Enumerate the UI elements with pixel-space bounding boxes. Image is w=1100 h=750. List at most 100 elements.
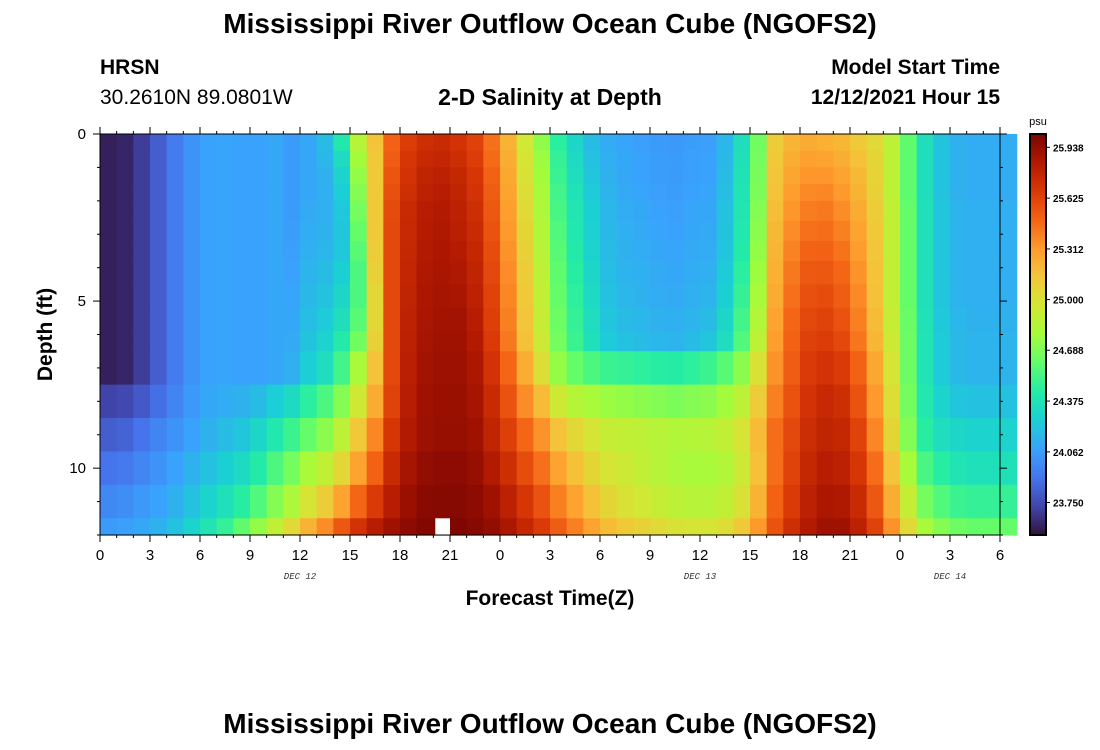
- heatmap-cell: [716, 150, 734, 169]
- heatmap-cell: [550, 518, 568, 536]
- heatmap-cell: [716, 418, 734, 453]
- heatmap-cell: [883, 184, 901, 202]
- heatmap-cell: [666, 167, 684, 185]
- heatmap-cell: [516, 451, 534, 486]
- heatmap-cell: [883, 518, 901, 536]
- heatmap-cell: [116, 220, 134, 242]
- heatmap-cell: [166, 260, 184, 285]
- heatmap-cell: [816, 451, 834, 486]
- colorbar-tick-label: 23.750: [1053, 499, 1084, 510]
- heatmap-cell: [650, 331, 668, 352]
- heatmap-cell: [850, 260, 868, 285]
- heatmap-cell: [233, 200, 251, 222]
- heatmap-cell: [816, 220, 834, 242]
- heatmap-cell: [433, 150, 451, 169]
- heatmap-cell: [883, 260, 901, 285]
- heatmap-cell: [866, 384, 884, 419]
- date-label: DEC 13: [684, 572, 717, 582]
- heatmap-cell: [550, 240, 568, 262]
- heatmap-cell: [150, 260, 168, 285]
- heatmap-cell: [666, 220, 684, 242]
- heatmap-cell: [616, 284, 634, 309]
- heatmap-cell: [516, 260, 534, 285]
- heatmap-cell: [166, 331, 184, 352]
- heatmap-cell: [716, 384, 734, 419]
- heatmap-cell: [416, 184, 434, 202]
- heatmap-cell: [466, 184, 484, 202]
- heatmap-cell: [750, 484, 768, 519]
- heatmap-cell: [966, 384, 984, 419]
- heatmap-cell: [1000, 134, 1018, 152]
- heatmap-cell: [450, 351, 468, 386]
- heatmap-cell: [100, 418, 118, 453]
- heatmap-cell: [383, 518, 401, 536]
- heatmap-cell: [483, 484, 501, 519]
- heatmap-cell: [166, 384, 184, 419]
- heatmap-cell: [300, 518, 318, 536]
- heatmap-cell: [366, 260, 384, 285]
- heatmap-cell: [966, 307, 984, 332]
- heatmap-cell: [166, 150, 184, 169]
- heatmap-cell: [266, 184, 284, 202]
- heatmap-cell: [516, 307, 534, 332]
- heatmap-cell: [383, 284, 401, 309]
- heatmap-cell: [600, 518, 618, 536]
- heatmap-cell: [183, 220, 201, 242]
- heatmap-cell: [616, 331, 634, 352]
- heatmap-cell: [100, 284, 118, 309]
- heatmap-cell: [966, 351, 984, 386]
- heatmap-cell: [583, 351, 601, 386]
- heatmap-cell: [616, 307, 634, 332]
- heatmap-cell: [950, 150, 968, 169]
- heatmap-cell: [266, 484, 284, 519]
- heatmap-cell: [333, 260, 351, 285]
- heatmap-cell: [666, 451, 684, 486]
- heatmap-cell: [466, 150, 484, 169]
- heatmap-cell: [700, 220, 718, 242]
- heatmap-cell: [250, 351, 268, 386]
- heatmap-cell: [816, 331, 834, 352]
- heatmap-cell: [833, 167, 851, 185]
- heatmap-cell: [933, 518, 951, 536]
- heatmap-cell: [383, 331, 401, 352]
- heatmap-cell: [350, 451, 368, 486]
- heatmap-cell: [516, 134, 534, 152]
- heatmap-cell: [233, 451, 251, 486]
- main-title: Mississippi River Outflow Ocean Cube (NG…: [223, 8, 877, 39]
- heatmap-cell: [633, 167, 651, 185]
- heatmap-cell: [533, 220, 551, 242]
- heatmap-cell: [383, 150, 401, 169]
- heatmap-cell: [983, 220, 1001, 242]
- heatmap-cell: [200, 284, 218, 309]
- heatmap-cell: [800, 260, 818, 285]
- heatmap-cell: [766, 284, 784, 309]
- heatmap-cell: [783, 150, 801, 169]
- heatmap-cell: [166, 484, 184, 519]
- heatmap-cell: [550, 451, 568, 486]
- heatmap-cell: [283, 331, 301, 352]
- heatmap-cell: [366, 307, 384, 332]
- heatmap-cell: [383, 200, 401, 222]
- heatmap-cell: [466, 260, 484, 285]
- heatmap-cell: [683, 134, 701, 152]
- heatmap-cell: [783, 134, 801, 152]
- heatmap-cell: [850, 150, 868, 169]
- heatmap-cell: [866, 200, 884, 222]
- heatmap-cell: [983, 518, 1001, 536]
- heatmap-cell: [483, 240, 501, 262]
- heatmap-cell: [900, 200, 918, 222]
- heatmap-cell: [316, 240, 334, 262]
- heatmap-cell: [283, 351, 301, 386]
- heatmap-cell: [433, 220, 451, 242]
- heatmap-cell: [866, 351, 884, 386]
- heatmap-cell: [933, 351, 951, 386]
- heatmap-cell: [466, 220, 484, 242]
- heatmap-cell: [250, 331, 268, 352]
- heatmap-cell: [183, 200, 201, 222]
- heatmap-cell: [400, 184, 418, 202]
- heatmap-cell: [433, 167, 451, 185]
- heatmap-cell: [566, 484, 584, 519]
- heatmap-cell: [616, 200, 634, 222]
- heatmap-cell: [133, 284, 151, 309]
- heatmap-cell: [400, 331, 418, 352]
